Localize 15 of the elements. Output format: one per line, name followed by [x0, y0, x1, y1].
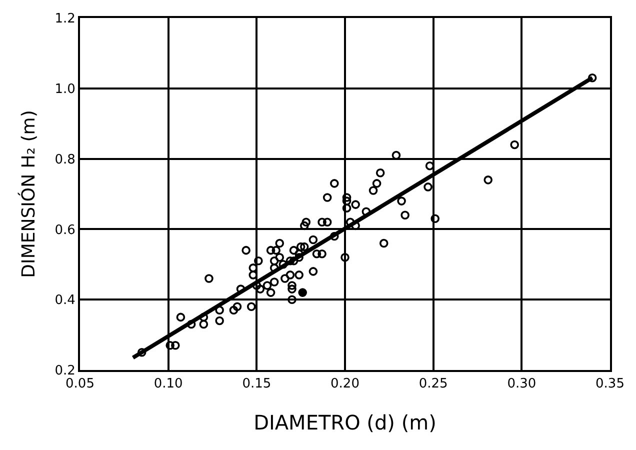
x-tick-label: 0.20 — [330, 376, 360, 392]
x-tick-label: 0.25 — [418, 376, 448, 392]
x-tick-label: 0.35 — [596, 376, 624, 392]
y-tick-label: 0.4 — [54, 293, 76, 308]
x-axis-title: DIAMETRO (d) (m) — [254, 410, 436, 435]
y-tick-label: 1.0 — [54, 82, 76, 97]
x-tick-label: 0.05 — [66, 376, 94, 392]
x-tick-label: 0.15 — [242, 376, 272, 392]
x-tick-label: 0.30 — [507, 376, 536, 392]
y-tick-label: 0.2 — [54, 364, 76, 379]
y-tick-label: 1.2 — [54, 12, 76, 27]
y-axis-title: DIMENSIÓN H₂ (m) — [17, 110, 40, 278]
x-tick-label: 0.10 — [154, 376, 183, 392]
y-tick-label: 0.8 — [54, 152, 76, 168]
y-tick-label: 0.6 — [54, 222, 76, 238]
